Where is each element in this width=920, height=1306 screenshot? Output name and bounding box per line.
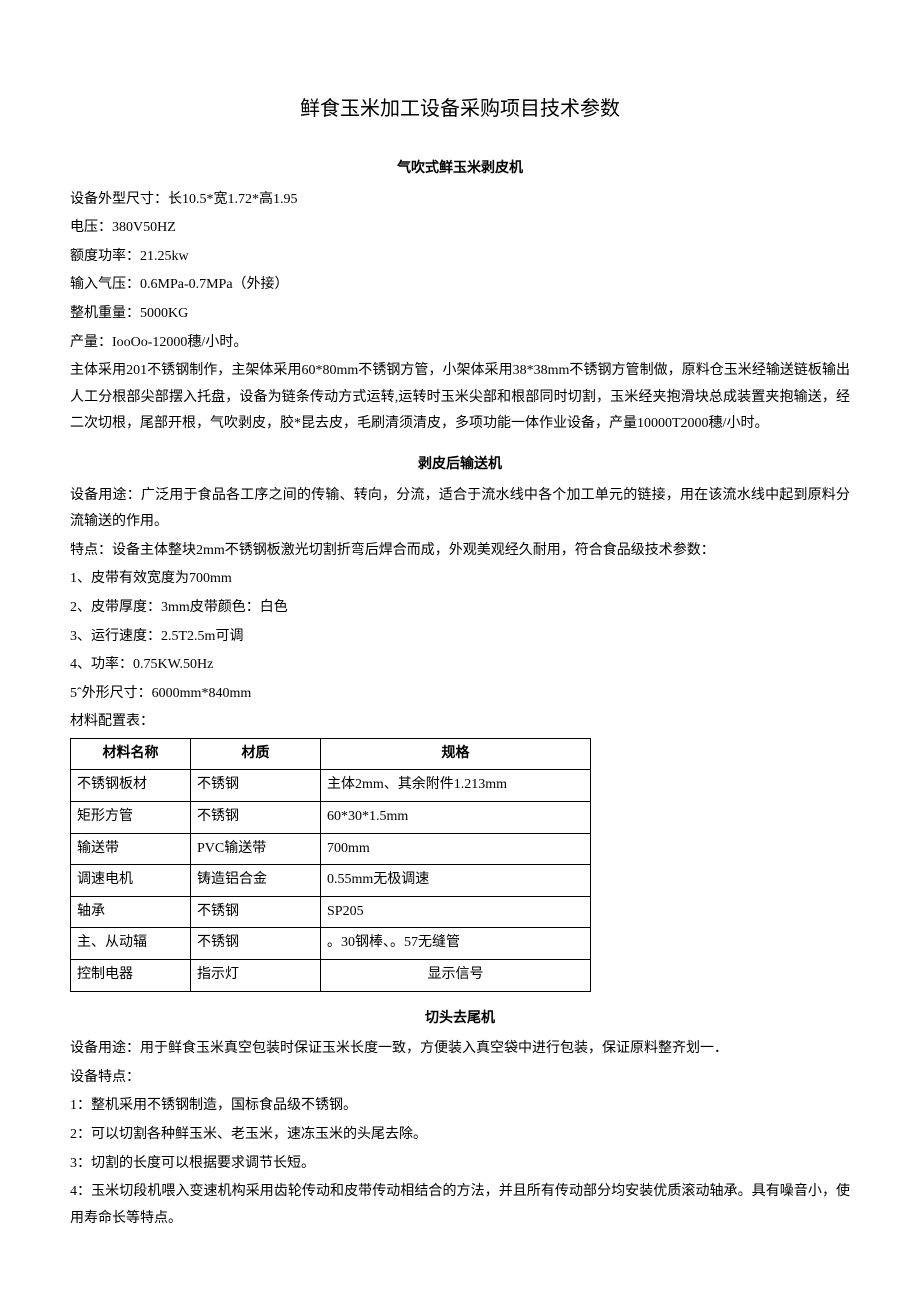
table-row: 矩形方管 不锈钢 60*30*1.5mm — [71, 802, 591, 834]
list-item: 2：可以切割各种鲜玉米、老玉米，速冻玉米的头尾去除。 — [70, 1122, 850, 1149]
table-cell: 指示灯 — [191, 960, 321, 992]
section-peeling-machine: 气吹式鲜玉米剥皮机 设备外型尺寸：长10.5*宽1.72*高1.95 电压：38… — [70, 156, 850, 438]
table-row: 调速电机 铸造铝合金 0.55mm无极调速 — [71, 865, 591, 897]
table-cell: 60*30*1.5mm — [321, 802, 591, 834]
table-row: 控制电器 指示灯 显示信号 — [71, 960, 591, 992]
feature-label: 设备特点： — [70, 1065, 850, 1092]
table-cell: 矩形方管 — [71, 802, 191, 834]
table-cell: 轴承 — [71, 896, 191, 928]
table-row: 轴承 不锈钢 SP205 — [71, 896, 591, 928]
table-cell: 输送带 — [71, 833, 191, 865]
usage-text: 设备用途：用于鲜食玉米真空包装时保证玉米长度一致，方便装入真空袋中进行包装，保证… — [70, 1036, 850, 1063]
table-cell: 。30钢棒、。57无缝管 — [321, 928, 591, 960]
table-cell: 主、从动辐 — [71, 928, 191, 960]
table-cell: 不锈钢 — [191, 896, 321, 928]
list-item: 2、皮带厚度：3mm皮带颜色：白色 — [70, 595, 850, 622]
section-conveyor: 剥皮后输送机 设备用途：广泛用于食品各工序之间的传输、转向，分流，适合于流水线中… — [70, 452, 850, 992]
list-item: 3、运行速度：2.5T2.5m可调 — [70, 624, 850, 651]
description-text: 主体采用201不锈钢制作，主架体采用60*80mm不锈钢方管，小架体采用38*3… — [70, 358, 850, 438]
feature-text: 特点：设备主体整块2mm不锈钢板激光切割折弯后焊合而成，外观美观经久耐用，符合食… — [70, 538, 850, 565]
table-cell: SP205 — [321, 896, 591, 928]
list-item: 4：玉米切段机喂入变速机构采用齿轮传动和皮带传动相结合的方法，并且所有传动部分均… — [70, 1179, 850, 1232]
list-item: 1、皮带有效宽度为700mm — [70, 566, 850, 593]
spec-line: 额度功率：21.25kw — [70, 244, 850, 271]
section-heading: 切头去尾机 — [70, 1006, 850, 1033]
spec-line: 产量：IooOo-12000穗/小时。 — [70, 330, 850, 357]
spec-line: 设备外型尺寸：长10.5*宽1.72*高1.95 — [70, 187, 850, 214]
table-cell: 控制电器 — [71, 960, 191, 992]
section-cutter: 切头去尾机 设备用途：用于鲜食玉米真空包装时保证玉米长度一致，方便装入真空袋中进… — [70, 1006, 850, 1233]
table-header: 材质 — [191, 738, 321, 770]
list-item: 3：切割的长度可以根据要求调节长短。 — [70, 1151, 850, 1178]
spec-line: 输入气压：0.6MPa-0.7MPa（外接） — [70, 272, 850, 299]
table-row: 不锈钢板材 不锈钢 主体2mm、其余附件1.213mm — [71, 770, 591, 802]
table-header: 规格 — [321, 738, 591, 770]
section-heading: 剥皮后输送机 — [70, 452, 850, 479]
spec-line: 整机重量：5000KG — [70, 301, 850, 328]
table-header: 材料名称 — [71, 738, 191, 770]
material-table: 材料名称 材质 规格 不锈钢板材 不锈钢 主体2mm、其余附件1.213mm 矩… — [70, 738, 591, 992]
table-header-row: 材料名称 材质 规格 — [71, 738, 591, 770]
table-cell: 不锈钢 — [191, 770, 321, 802]
table-row: 输送带 PVC输送带 700mm — [71, 833, 591, 865]
table-cell: 700mm — [321, 833, 591, 865]
table-cell: 显示信号 — [321, 960, 591, 992]
table-row: 主、从动辐 不锈钢 。30钢棒、。57无缝管 — [71, 928, 591, 960]
list-item: 4、功率：0.75KW.50Hz — [70, 652, 850, 679]
table-cell: 主体2mm、其余附件1.213mm — [321, 770, 591, 802]
table-cell: 0.55mm无极调速 — [321, 865, 591, 897]
list-item: 1：整机采用不锈钢制造，国标食品级不锈钢。 — [70, 1093, 850, 1120]
table-cell: 不锈钢 — [191, 928, 321, 960]
list-item: 5ˆ外形尺寸：6000mm*840mm — [70, 681, 850, 708]
table-label: 材料配置表： — [70, 709, 850, 736]
page-title: 鲜食玉米加工设备采购项目技术参数 — [70, 90, 850, 128]
section-heading: 气吹式鲜玉米剥皮机 — [70, 156, 850, 183]
table-cell: PVC输送带 — [191, 833, 321, 865]
table-cell: 不锈钢 — [191, 802, 321, 834]
table-cell: 铸造铝合金 — [191, 865, 321, 897]
table-cell: 调速电机 — [71, 865, 191, 897]
usage-text: 设备用途：广泛用于食品各工序之间的传输、转向，分流，适合于流水线中各个加工单元的… — [70, 483, 850, 536]
table-cell: 不锈钢板材 — [71, 770, 191, 802]
spec-line: 电压：380V50HZ — [70, 215, 850, 242]
